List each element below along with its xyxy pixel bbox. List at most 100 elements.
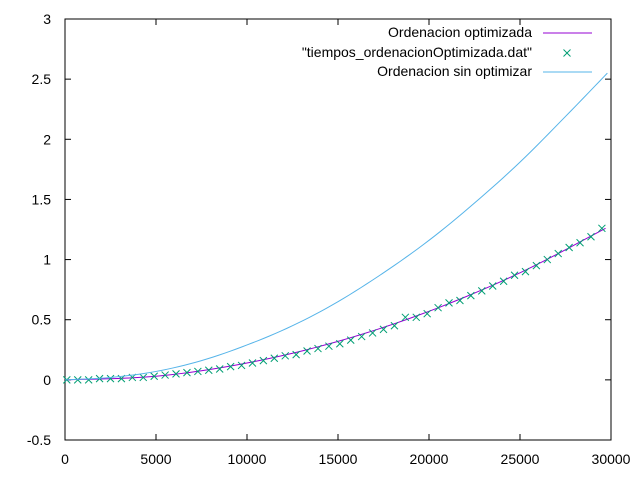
data-point [281, 351, 290, 360]
data-point [379, 325, 388, 334]
point-stroke [292, 350, 300, 359]
data-point [467, 291, 475, 300]
data-point [183, 368, 191, 377]
point-stroke [161, 371, 169, 379]
legend-label-1: "tiempos_ordenacionOptimizada.dat" [302, 44, 532, 60]
data-point [215, 365, 224, 373]
x-tick-label: 10000 [228, 451, 267, 467]
point-stroke [477, 286, 486, 295]
data-point [598, 224, 606, 233]
point-stroke [270, 354, 279, 363]
point-stroke [194, 367, 202, 376]
point-stroke [521, 267, 530, 276]
y-tick-label: 2 [43, 131, 51, 147]
point-stroke [183, 368, 191, 377]
data-point [357, 332, 366, 341]
point-stroke [554, 249, 563, 258]
point-stroke [488, 282, 497, 290]
data-point [368, 329, 377, 337]
data-point [204, 366, 213, 375]
data-point [456, 296, 464, 305]
data-point [576, 238, 584, 247]
point-stroke [215, 365, 224, 373]
point-stroke [532, 261, 541, 270]
series-line-2 [64, 72, 608, 381]
data-point [346, 336, 355, 345]
point-stroke [303, 347, 311, 355]
point-stroke [445, 299, 453, 307]
x-tick-label: 30000 [592, 451, 631, 467]
point-stroke [226, 362, 235, 371]
data-point [434, 303, 442, 312]
data-point [532, 261, 541, 270]
point-stroke [281, 351, 290, 360]
x-tick-label: 25000 [501, 451, 540, 467]
point-stroke [346, 336, 355, 345]
data-point [172, 369, 180, 378]
series-layer [62, 72, 608, 384]
x-tick-label: 20000 [410, 451, 449, 467]
data-point [226, 362, 235, 371]
point-stroke [379, 325, 388, 334]
series-line-0 [64, 227, 606, 381]
data-point [401, 313, 410, 322]
data-point [292, 350, 300, 359]
data-point [488, 282, 497, 290]
data-point [259, 356, 268, 365]
data-point [150, 372, 159, 381]
data-point [161, 371, 169, 379]
legend: Ordenacion optimizada "tiempos_ordenacio… [302, 24, 592, 79]
point-stroke [357, 332, 366, 341]
y-tick-label: -0.5 [27, 432, 51, 448]
x-tick-label: 15000 [319, 451, 358, 467]
data-point [335, 339, 344, 348]
data-point [521, 267, 530, 276]
point-stroke [543, 255, 552, 264]
data-point [554, 249, 563, 258]
x-axis: 0 5000 10000 15000 20000 25000 30000 [61, 19, 631, 467]
data-point [412, 313, 421, 322]
point-stroke [314, 344, 322, 353]
point-stroke [434, 303, 442, 312]
point-stroke [106, 374, 115, 383]
data-point [106, 374, 115, 383]
data-point [565, 243, 573, 252]
data-point [303, 347, 311, 355]
y-tick-label: 0 [43, 372, 51, 388]
point-stroke [248, 359, 257, 367]
point-stroke [467, 291, 475, 300]
point-stroke [499, 277, 508, 286]
data-point [390, 321, 399, 330]
point-stroke [576, 238, 584, 247]
data-point [73, 376, 82, 384]
point-stroke [401, 313, 410, 322]
point-stroke [412, 313, 421, 322]
point-stroke [368, 329, 377, 337]
point-stroke [335, 339, 344, 348]
legend-label-0: Ordenacion optimizada [388, 24, 532, 40]
point-stroke [172, 369, 180, 378]
legend-swatch-1 [563, 49, 571, 57]
data-point [543, 255, 552, 264]
data-point [445, 299, 453, 307]
data-point [139, 373, 148, 382]
point-stroke [84, 376, 93, 384]
data-point [314, 344, 322, 353]
data-point [270, 354, 279, 363]
data-point [423, 309, 432, 318]
point-stroke [73, 376, 82, 384]
data-point [248, 359, 257, 367]
y-tick-label: 1 [43, 252, 51, 268]
y-tick-label: 1.5 [32, 191, 52, 207]
point-stroke [565, 243, 573, 252]
point-stroke [150, 372, 159, 381]
point-stroke [587, 232, 595, 241]
y-tick-label: 3 [43, 11, 51, 27]
x-tick-label: 0 [61, 451, 69, 467]
point-stroke [423, 309, 432, 318]
y-tick-label: 0.5 [32, 312, 52, 328]
point-stroke [510, 271, 519, 280]
data-point [510, 271, 519, 280]
data-point [237, 361, 246, 370]
